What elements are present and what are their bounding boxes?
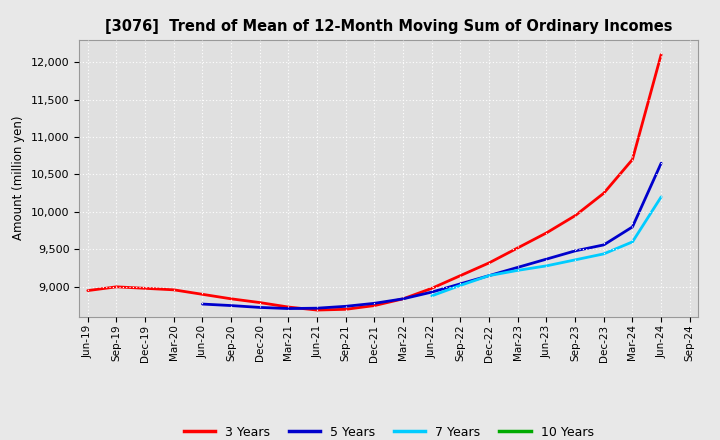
Y-axis label: Amount (million yen): Amount (million yen): [12, 116, 25, 240]
Legend: 3 Years, 5 Years, 7 Years, 10 Years: 3 Years, 5 Years, 7 Years, 10 Years: [179, 421, 598, 440]
Title: [3076]  Trend of Mean of 12-Month Moving Sum of Ordinary Incomes: [3076] Trend of Mean of 12-Month Moving …: [105, 19, 672, 34]
